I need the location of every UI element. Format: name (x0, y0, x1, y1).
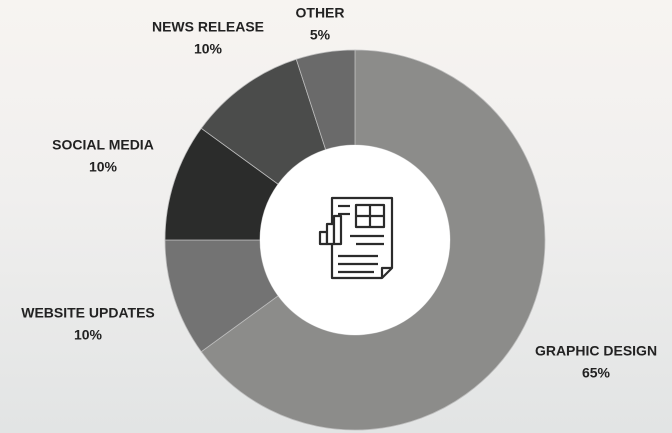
slice-label: GRAPHIC DESIGN (535, 343, 657, 359)
slice-value-label: 5% (310, 27, 331, 43)
slice-label: SOCIAL MEDIA (52, 137, 154, 153)
report-icon (318, 196, 394, 280)
slice-label: NEWS RELEASE (152, 19, 264, 35)
donut (164, 49, 546, 431)
slice-label: OTHER (296, 5, 345, 21)
slice-value-label: 65% (582, 365, 611, 381)
slice-value-label: 10% (89, 159, 118, 175)
donut-hole (260, 145, 450, 335)
slice-label: WEBSITE UPDATES (21, 305, 155, 321)
slice-value-label: 10% (194, 41, 223, 57)
slice-value-label: 10% (74, 327, 103, 343)
